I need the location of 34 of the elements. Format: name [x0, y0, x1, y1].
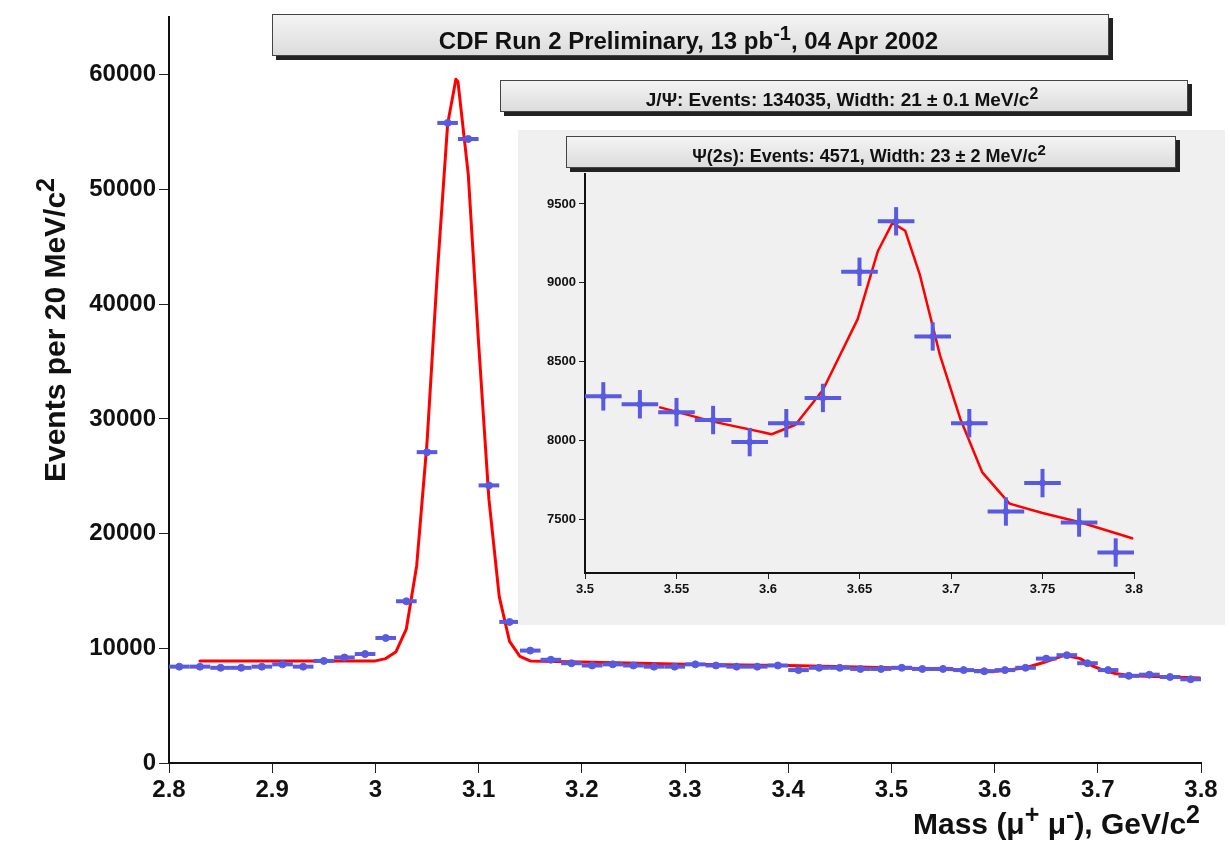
x-axis-title: Mass (μ$^{+}$ μ$^{-}$), GeV/c$^{2}$	[913, 800, 1200, 840]
x-tick-label: 3.3	[668, 775, 702, 803]
y-tick-label: 9000	[547, 274, 576, 290]
y-tick-label: 10000	[89, 632, 156, 660]
x-tick-label: 3.5	[874, 775, 909, 803]
x-tick-label: 3.7	[1081, 775, 1115, 803]
x-tick-label: 3.5	[575, 581, 595, 597]
x-tick-label: 3.6	[758, 581, 778, 597]
y-tick-label: 20000	[89, 518, 156, 546]
x-tick-label: 2.9	[255, 775, 289, 803]
y-tick-label: 30000	[89, 403, 156, 431]
y-tick-label: 8500	[547, 353, 576, 369]
y-tick-label: 7500	[547, 510, 576, 526]
x-tick-label: 3.8	[1184, 775, 1218, 803]
x-tick-label: 3.7	[941, 581, 961, 597]
chart-title: CDF Run 2 Preliminary, 13 pb$^{-1}$, 04 Apr 2002	[437, 21, 940, 54]
x-tick-label: 3.55	[663, 581, 690, 597]
x-tick-label: 3	[368, 775, 383, 803]
x-tick-label: 3.2	[565, 775, 599, 803]
x-tick-label: 3.8	[1124, 581, 1144, 597]
x-tick-label: 2.8	[152, 775, 186, 803]
x-tick-label: 3.65	[846, 581, 873, 597]
x-tick-label: 3.4	[771, 775, 806, 803]
y-tick-label: 9500	[547, 195, 576, 211]
text: J/Ψ: Events: 134035, Width: 21 ± 0.1 MeV/c$^{2}$	[644, 84, 1040, 111]
y-tick-label: 8000	[547, 432, 576, 448]
x-tick-label: 3.1	[461, 775, 496, 803]
y-tick-label: 50000	[89, 174, 156, 202]
x-tick-label: 3.75	[1029, 581, 1056, 597]
chart-title: Ψ(2s): Events: 4571, Width: 23 ± 2 MeV/c$^{2}$	[691, 140, 1047, 166]
y-tick-label: 60000	[89, 59, 156, 87]
y-tick-label: 40000	[89, 288, 156, 316]
x-tick-label: 3.6	[977, 775, 1012, 803]
y-tick-label: 0	[142, 747, 156, 775]
